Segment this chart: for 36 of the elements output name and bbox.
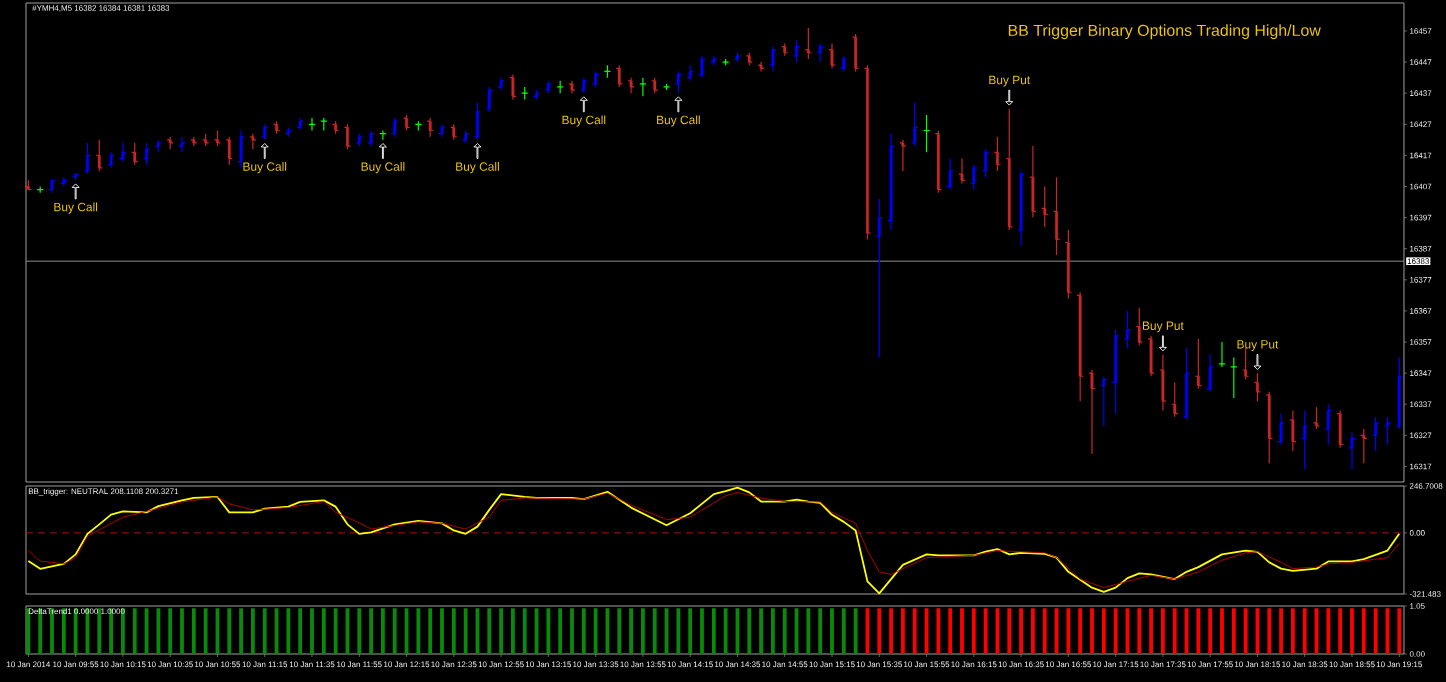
candlestick bbox=[440, 123, 444, 138]
candlestick bbox=[570, 80, 574, 94]
candlestick bbox=[960, 157, 964, 184]
candlestick bbox=[239, 129, 243, 169]
candlestick bbox=[50, 179, 54, 194]
text: BB Trigger Binary Options Trading High/Low bbox=[1008, 24, 1321, 40]
annotation: Buy Call bbox=[361, 162, 405, 174]
candlestick bbox=[109, 151, 113, 169]
candlestick bbox=[1090, 369, 1094, 455]
candlestick bbox=[1019, 170, 1023, 247]
candlestick bbox=[180, 136, 184, 153]
annotation: Buy Call bbox=[456, 162, 499, 174]
candlestick bbox=[1149, 335, 1153, 377]
candlestick bbox=[511, 73, 515, 101]
annotation: Buy Put bbox=[1142, 321, 1184, 333]
candlestick bbox=[889, 133, 893, 231]
annotation: Buy Call bbox=[54, 202, 98, 214]
candlestick bbox=[1291, 409, 1295, 452]
candlestick bbox=[901, 139, 905, 172]
candlestick bbox=[771, 45, 775, 73]
annotation: Buy Put bbox=[1237, 340, 1279, 351]
candlestick bbox=[251, 133, 255, 150]
candlestick bbox=[830, 42, 834, 69]
annotation: Buy Call bbox=[243, 162, 287, 174]
candlestick bbox=[1031, 145, 1035, 219]
annotation: Buy Call bbox=[657, 115, 700, 127]
candlestick bbox=[700, 55, 704, 79]
annotation: Buy Put bbox=[989, 75, 1031, 87]
candlestick bbox=[629, 77, 633, 94]
candlestick bbox=[369, 129, 373, 147]
candlestick bbox=[1161, 353, 1165, 412]
candlestick bbox=[499, 77, 503, 91]
candlestick bbox=[121, 142, 125, 163]
candlestick bbox=[1350, 431, 1354, 471]
candlestick bbox=[1279, 412, 1283, 446]
annotation: Buy Call bbox=[562, 115, 606, 127]
